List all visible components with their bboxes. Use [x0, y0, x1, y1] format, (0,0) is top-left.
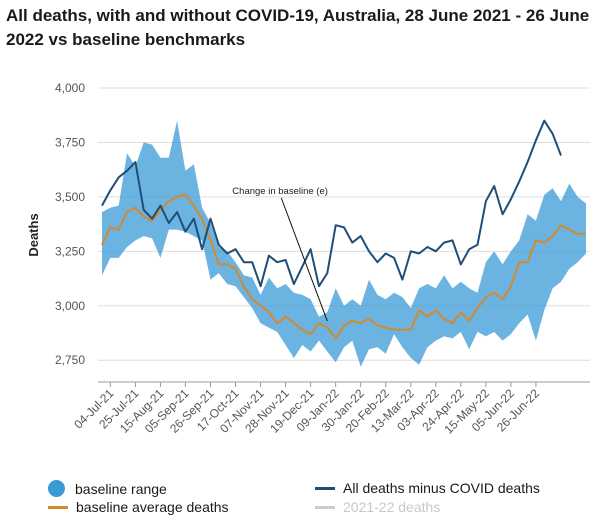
legend-label-all-deaths-minus-covid: All deaths minus COVID deaths [343, 480, 540, 496]
y-tick-label: 4,000 [55, 81, 85, 95]
legend-label-baseline-average: baseline average deaths [76, 499, 229, 515]
x-axis-ticks: 04-Jul-2125-Jul-2115-Aug-2105-Sep-2126-S… [71, 382, 542, 437]
all-deaths-minus-covid-line [101, 119, 562, 288]
y-tick-label: 2,750 [55, 353, 85, 367]
y-tick-label: 3,500 [55, 190, 85, 204]
legend-swatch-baseline-average [48, 505, 68, 509]
y-axis-label: Deaths [26, 213, 41, 256]
annotation-pointer [280, 197, 328, 322]
legend-item-baseline-range[interactable]: baseline range [48, 480, 167, 497]
legend-swatch-2021-22-deaths [315, 505, 335, 509]
series-lines [101, 119, 586, 340]
legend-item-baseline-average[interactable]: baseline average deaths [48, 499, 229, 515]
legend-label-2021-22-deaths: 2021-22 deaths [343, 499, 441, 515]
legend-label-baseline-range: baseline range [75, 480, 167, 497]
legend-swatch-baseline-range [48, 480, 65, 497]
baseline-range-area [102, 120, 586, 367]
baseline-average-line [101, 193, 586, 340]
legend: baseline range baseline average deaths A… [0, 476, 597, 526]
y-tick-label: 3,750 [55, 135, 85, 149]
chart-title: All deaths, with and without COVID-19, A… [6, 6, 590, 49]
annotation-label: Change in baseline (e) [232, 186, 328, 197]
legend-swatch-all-deaths-minus-covid [315, 486, 335, 490]
annotation-group: Change in baseline (e) [232, 186, 328, 322]
baseline-range-band [102, 120, 586, 367]
legend-item-all-deaths-minus-covid[interactable]: All deaths minus COVID deaths [315, 480, 540, 496]
y-tick-label: 3,250 [55, 244, 85, 258]
y-tick-label: 3,000 [55, 299, 85, 313]
y-axis-ticks: 2,750 3,000 3,250 3,500 3,750 4,000 [55, 81, 85, 367]
legend-item-2021-22-deaths[interactable]: 2021-22 deaths [315, 499, 440, 515]
chart-canvas: 2,750 3,000 3,250 3,500 3,750 4,000 Deaths Ch… [26, 81, 590, 437]
